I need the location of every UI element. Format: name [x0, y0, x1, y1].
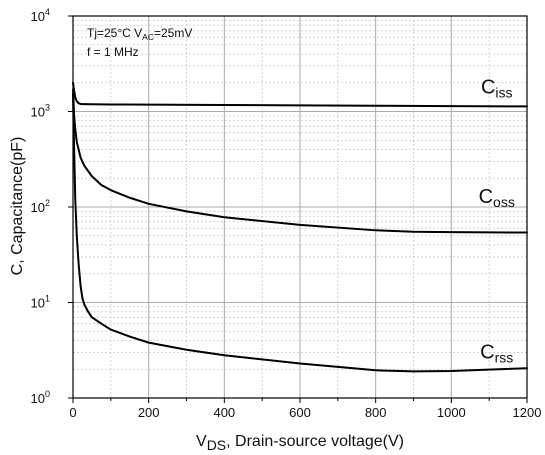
axis-ticks — [68, 15, 528, 403]
series-label-rss: Crss — [480, 341, 513, 365]
x-tick-label: 1200 — [513, 405, 542, 420]
y-tick-label: 101 — [31, 294, 50, 311]
series-labels: Ciss Coss Crss — [479, 76, 515, 365]
x-tick-label: 0 — [69, 405, 76, 420]
y-tick-labels: 100 101 102 103 104 — [31, 7, 50, 406]
x-tick-label: 400 — [213, 405, 235, 420]
x-tick-label: 800 — [365, 405, 387, 420]
curves — [72, 81, 528, 373]
y-tick-label: 100 — [31, 389, 50, 406]
annotation-line-2: f = 1 MHz — [87, 45, 139, 59]
series-line-iss — [72, 81, 528, 108]
y-tick-label: 104 — [31, 7, 50, 24]
x-tick-label: 600 — [289, 405, 311, 420]
x-axis-label: VDS, Drain-source voltage(V) — [196, 433, 404, 453]
y-tick-label: 102 — [31, 198, 50, 215]
y-axis-label: C, Capacitance(pF) — [9, 137, 26, 276]
x-tick-label: 200 — [138, 405, 160, 420]
annotation-line-1: Tj=25°C VAC=25mV — [87, 26, 192, 42]
x-tick-label: 1000 — [437, 405, 466, 420]
series-line-oss — [72, 88, 528, 234]
series-line-rss — [72, 93, 528, 373]
grid-lines — [73, 16, 527, 398]
y-tick-label: 103 — [31, 103, 50, 120]
series-label-iss: Ciss — [481, 76, 513, 100]
series-label-oss: Coss — [479, 186, 515, 210]
x-tick-labels: 0 200 400 600 800 1000 1200 — [69, 405, 541, 420]
conditions-annotation: Tj=25°C VAC=25mV f = 1 MHz — [87, 26, 192, 59]
